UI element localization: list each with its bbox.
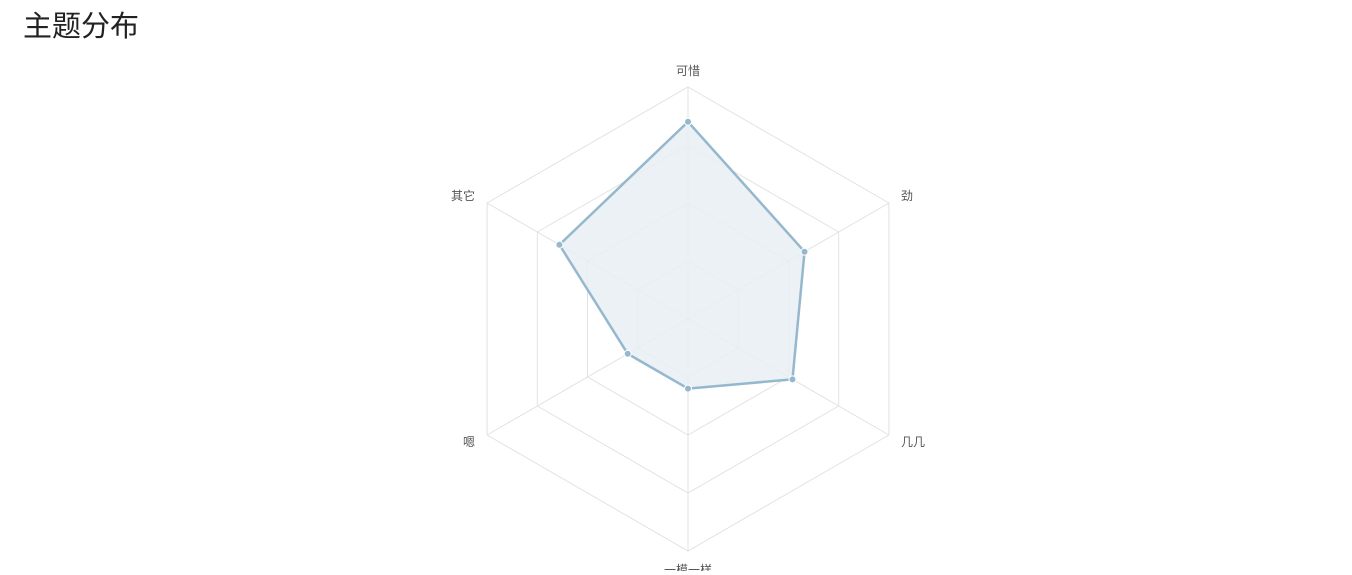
radar-data-point [684, 117, 692, 126]
radar-data-point [800, 247, 809, 256]
radar-indicator-label: 几几 [901, 435, 925, 449]
radar-data-point [623, 349, 632, 358]
radar-data-point [684, 384, 692, 393]
radar-indicator-label: 劲 [901, 189, 913, 203]
radar-indicator-label: 其它 [451, 188, 475, 203]
radar-data-point [555, 240, 564, 249]
radar-series-area [558, 120, 806, 390]
radar-indicator-label: 嗯 [463, 435, 475, 449]
page-title: 主题分布 [23, 9, 140, 43]
radar-indicator-label: 一模一样 [664, 562, 712, 571]
radar-series [555, 117, 809, 393]
radar-data-point [788, 375, 797, 384]
radar-indicator-label: 可惜 [676, 64, 700, 78]
